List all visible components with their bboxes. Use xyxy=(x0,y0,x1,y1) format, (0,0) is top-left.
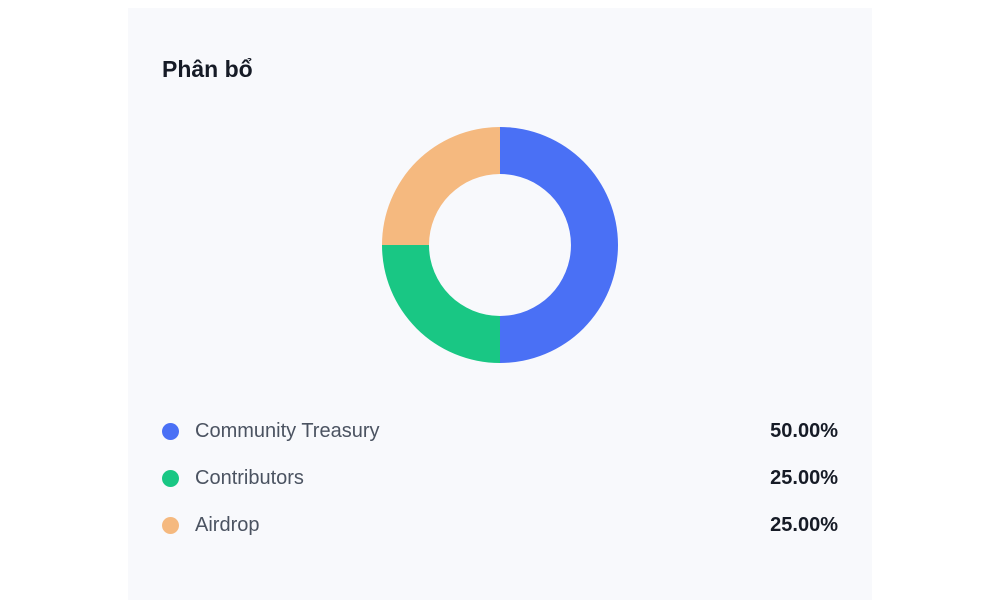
legend-value: 25.00% xyxy=(770,467,838,489)
allocation-card: Phân bổ Community Treasury 50.00% Contri… xyxy=(128,8,872,600)
donut-slice-airdrop xyxy=(382,127,500,245)
legend-item-contributors: Contributors 25.00% xyxy=(162,455,838,502)
legend-item-airdrop: Airdrop 25.00% xyxy=(162,502,838,549)
legend-value: 25.00% xyxy=(770,514,838,536)
legend-dot-airdrop xyxy=(162,517,179,534)
legend-dot-community-treasury xyxy=(162,423,179,440)
legend-item-community-treasury: Community Treasury 50.00% xyxy=(162,408,838,455)
legend-value: 50.00% xyxy=(770,420,838,442)
donut-slice-community-treasury xyxy=(500,127,618,363)
legend-label: Community Treasury xyxy=(195,420,380,442)
legend: Community Treasury 50.00% Contributors 2… xyxy=(162,408,838,549)
donut-chart xyxy=(382,127,618,363)
legend-label: Airdrop xyxy=(195,514,260,536)
legend-dot-contributors xyxy=(162,470,179,487)
chart-title: Phân bổ xyxy=(162,56,253,82)
donut-slice-contributors xyxy=(382,245,500,363)
legend-label: Contributors xyxy=(195,467,304,489)
